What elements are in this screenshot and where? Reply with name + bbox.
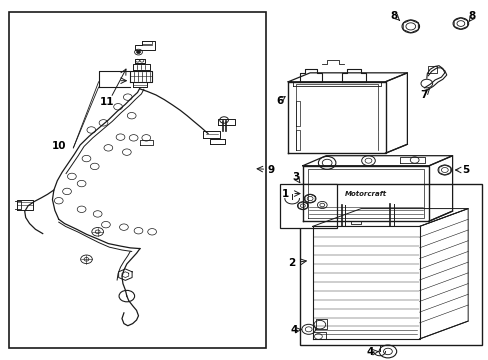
Bar <box>279 184 336 228</box>
Text: 5: 5 <box>461 165 468 175</box>
Text: 4: 4 <box>366 347 373 357</box>
Text: 3: 3 <box>291 172 299 182</box>
Text: 7: 7 <box>420 90 427 100</box>
Text: 2: 2 <box>288 258 295 268</box>
Text: Motorcraft: Motorcraft <box>345 190 386 197</box>
Text: 9: 9 <box>267 165 274 175</box>
Text: 8: 8 <box>390 11 397 21</box>
Bar <box>9 12 266 348</box>
Text: 1: 1 <box>282 189 289 199</box>
Text: 8: 8 <box>468 11 475 21</box>
Circle shape <box>95 230 100 234</box>
Text: 10: 10 <box>51 141 66 151</box>
Bar <box>300 184 481 345</box>
Circle shape <box>84 257 89 261</box>
Text: 4: 4 <box>290 325 297 335</box>
Circle shape <box>136 51 140 54</box>
Text: 11: 11 <box>100 97 114 107</box>
Text: 6: 6 <box>275 96 283 107</box>
